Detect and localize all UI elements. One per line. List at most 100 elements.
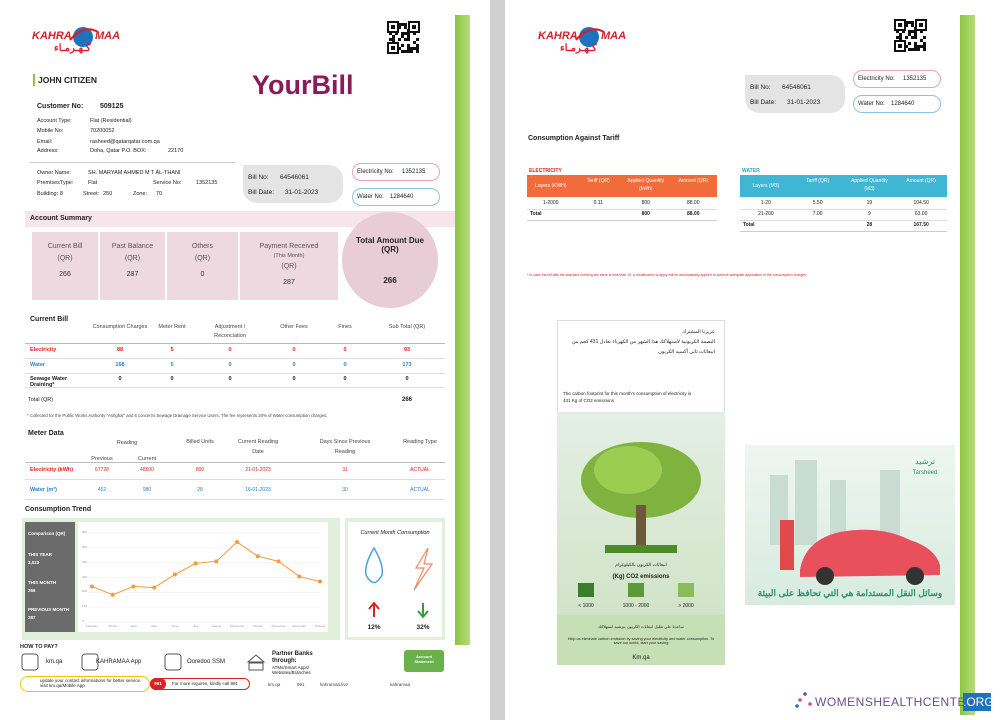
call-text: For more inquires, kindly call 991 (172, 681, 239, 686)
label: Street: (83, 191, 100, 197)
qr-cell (407, 35, 410, 38)
trend-point (255, 554, 260, 559)
qr-finder (898, 44, 902, 48)
meter-box (853, 95, 941, 113)
x-tick-label: July (192, 624, 199, 628)
co2-site: Km.qa (632, 655, 650, 661)
value: 64546061 (782, 84, 811, 91)
pay-option: KAHRAMAA App (96, 659, 142, 665)
value: 64546061 (280, 174, 309, 181)
cell: 0 (405, 376, 409, 382)
total-cell: 28 (866, 222, 873, 228)
qr-cell (404, 23, 407, 26)
trend-point (110, 592, 115, 597)
qr-cell (917, 48, 920, 51)
table-header: Current (137, 456, 157, 462)
trend-point (235, 540, 240, 545)
divider (30, 162, 235, 163)
cell: 5 (170, 347, 174, 353)
arabic-text: عزيزنا المشترك (682, 329, 715, 335)
logo-arabic: كـهـرمـاء (560, 43, 597, 54)
summary-label: Others (191, 243, 213, 250)
qr-finder (391, 46, 395, 50)
qr-cell (404, 50, 407, 53)
qr-cell (401, 44, 404, 47)
label: PremisesType: (37, 180, 74, 186)
qr-cell (911, 48, 914, 51)
table-rule (25, 479, 445, 480)
trend-point (131, 584, 136, 589)
qr-cell (416, 50, 419, 53)
qr-cell (923, 42, 926, 45)
update-pill (20, 676, 150, 692)
y-tick-label: 400 (82, 559, 88, 564)
qr-finder (919, 23, 923, 27)
watermark-dot (798, 698, 802, 702)
trend-point (297, 574, 302, 579)
qr-finder (391, 25, 395, 29)
summary-unit: (QR) (124, 255, 141, 262)
qr-cell (920, 30, 923, 33)
cell: 48500 (140, 467, 154, 473)
logo-arabic: كـهـرمـاء (54, 43, 91, 54)
total-value: 266 (401, 397, 412, 403)
arabic-text: ساعدنا على تقليل انبعاثات الكربون بترشيد… (598, 624, 684, 629)
label: Address: (37, 148, 59, 154)
qr-cell (905, 24, 908, 27)
pay-icon (164, 653, 182, 671)
x-tick-label: April (130, 624, 137, 628)
qr-finder (412, 25, 416, 29)
table-rule (25, 358, 445, 359)
qr-cell (914, 36, 917, 39)
value: 1352135 (903, 76, 927, 82)
side-value: 287 (28, 615, 36, 620)
cell: 173 (402, 361, 412, 368)
total-cell: 88.00 (686, 211, 700, 217)
x-tick-label: December (292, 624, 307, 628)
logo-swoosh (69, 28, 99, 41)
pay-icon (81, 653, 99, 671)
footer-link: kahramaa (390, 682, 411, 687)
cell: 800 (195, 467, 205, 473)
value: Doha, Qatar P.O. BOX: (90, 148, 147, 154)
building (880, 470, 900, 545)
table-rule (25, 387, 445, 388)
trend-point (276, 559, 281, 564)
qr-cell (908, 48, 911, 51)
qr-cell (404, 38, 407, 41)
qr-cell (905, 21, 908, 24)
trend-point (214, 559, 219, 564)
table-rule (740, 231, 947, 232)
value: 8 (60, 191, 64, 197)
cell: 0 (343, 347, 347, 353)
summary-value: 0 (200, 271, 205, 278)
cell: 67720 (95, 467, 109, 473)
row-label: Water (30, 361, 46, 368)
green-band (960, 15, 975, 715)
x-tick-label: September (229, 624, 245, 628)
bill-box (745, 75, 845, 113)
cell: 93 (403, 347, 411, 353)
table-rule (740, 220, 947, 221)
trend-side (25, 522, 75, 632)
value: 1352135 (402, 169, 426, 175)
current-title: Current Month Consumption (360, 530, 430, 536)
table-header: Reading Type (403, 439, 437, 445)
y-tick-label: 0 (82, 619, 84, 623)
table-rule (25, 462, 445, 463)
table-header: Other Fees (280, 324, 308, 330)
table-header: Applied Quantity (M3) (851, 178, 888, 192)
cell: 16-01-2023 (245, 487, 271, 493)
qr-cell (401, 32, 404, 35)
value: 70 (156, 191, 163, 197)
x-tick-label: February (85, 624, 98, 628)
qr-cell (908, 21, 911, 24)
cell: 0 (292, 376, 296, 382)
side-value: 3,023 (28, 560, 40, 565)
qr-cell (905, 36, 908, 39)
qr-finder (898, 23, 902, 27)
table-header: Amount (QR) (906, 178, 936, 184)
scale-swatch (678, 583, 694, 597)
table-rule (740, 209, 947, 210)
